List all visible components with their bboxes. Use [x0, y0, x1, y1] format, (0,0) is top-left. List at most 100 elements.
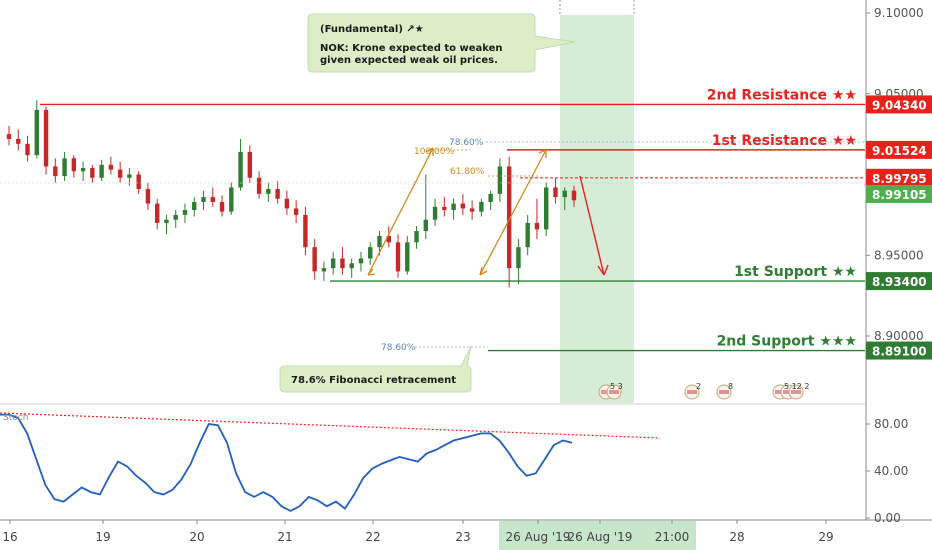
candle	[553, 177, 558, 204]
fib-arrow-tail	[479, 266, 488, 276]
fib-arrow-head	[425, 147, 434, 156]
price-tag-label: 8.99795	[872, 172, 927, 186]
price-tag-label: 8.93400	[872, 275, 927, 289]
level-label: 2nd Support ★★★	[717, 334, 857, 350]
candle-body	[80, 168, 86, 172]
candle-body	[127, 174, 132, 178]
candle	[303, 206, 308, 256]
candle	[80, 161, 86, 181]
candle	[256, 171, 262, 199]
fundamental-note: (Fundamental) ↗★ NOK: Krone expected to w…	[307, 13, 576, 73]
candle-body	[562, 190, 567, 198]
stoch-tick-label: 40.00	[874, 464, 908, 478]
candle-body	[136, 174, 141, 190]
candle	[544, 182, 549, 236]
candle-body	[368, 247, 373, 259]
candle	[516, 239, 521, 285]
fib-arrow-line	[479, 149, 547, 276]
candle	[71, 155, 77, 178]
candle-body	[53, 166, 58, 177]
candle-body	[405, 242, 410, 272]
candle-body	[571, 190, 577, 201]
candle-body	[90, 168, 95, 178]
projection-arrow-head	[597, 264, 609, 276]
time-tick-label: 22	[365, 530, 380, 544]
candle	[497, 158, 503, 202]
candle-body	[395, 242, 401, 272]
time-tick-label: 21	[277, 530, 292, 544]
candle-body	[423, 219, 429, 232]
candle	[90, 164, 95, 183]
candle	[173, 210, 178, 228]
candle-body	[516, 247, 521, 269]
time-tick-label: 26 Aug '19	[568, 530, 633, 544]
candle-body	[525, 222, 530, 248]
fib-arrow-head	[538, 149, 547, 158]
candle	[460, 193, 466, 215]
candle	[108, 156, 114, 175]
candle	[43, 106, 49, 175]
candle-body	[173, 214, 178, 220]
annotations: 2nd Resistance ★★ 1st Resistance ★★ 1st Su…	[279, 13, 865, 400]
event-flag: 2	[684, 382, 701, 400]
candle	[368, 242, 373, 265]
candle	[340, 247, 345, 275]
stochastic-pane: Stoch	[0, 412, 661, 512]
candle	[210, 187, 215, 207]
note-title: (Fundamental) ↗★	[320, 24, 424, 35]
candle	[479, 198, 484, 217]
candle-body	[117, 169, 123, 178]
fib-label: 100.00%	[414, 147, 454, 157]
price-tag	[866, 168, 932, 187]
candle	[247, 145, 253, 183]
candle	[229, 182, 234, 215]
stoch-tick-label: 0.00	[874, 511, 901, 525]
price-tag	[866, 95, 932, 114]
candle-body	[284, 198, 290, 209]
fib-label: 78.60%	[381, 343, 416, 353]
candle-body	[229, 187, 234, 212]
time-tick-label: 28	[729, 530, 744, 544]
candle	[358, 252, 364, 272]
candle	[16, 129, 21, 151]
candle	[136, 171, 141, 194]
candle-body	[182, 210, 188, 215]
candle	[312, 239, 317, 280]
note-line: NOK: Krone expected to weaken	[320, 43, 503, 54]
candle-body	[43, 109, 49, 167]
price-tag-label: 8.99105	[872, 188, 927, 202]
candle-body	[303, 214, 308, 248]
event-flag: 5 12 2	[772, 382, 809, 400]
candle-body	[460, 203, 466, 209]
candle	[154, 198, 160, 230]
time-highlight-zone	[560, 15, 634, 403]
event-flag-icon	[783, 390, 793, 394]
candle-body	[62, 158, 67, 177]
candle-body	[414, 231, 419, 243]
candle-body	[451, 203, 456, 211]
candle-body	[164, 219, 169, 223]
time-tick-label: 26 Aug '19	[506, 530, 571, 544]
candle	[571, 185, 577, 207]
candle	[145, 182, 151, 211]
candle	[34, 100, 39, 159]
candle-body	[321, 268, 327, 272]
candle-body	[99, 164, 104, 178]
note-bubble	[279, 345, 472, 393]
candle-body	[377, 235, 382, 248]
event-flag-icon	[791, 390, 801, 394]
time-tick-label: 23	[455, 530, 470, 544]
fib-arrow-tail	[367, 268, 376, 276]
event-flag-icon	[775, 390, 785, 394]
fib-label: 61.80%	[450, 167, 485, 177]
price-tick-label: 9.10000	[874, 6, 924, 20]
candle-body	[108, 164, 114, 170]
candle	[182, 203, 188, 223]
candle-body	[71, 158, 77, 172]
candle	[451, 198, 456, 220]
candle	[238, 138, 243, 191]
candle-body	[358, 258, 364, 264]
note-bubble	[307, 13, 576, 73]
candle-body	[479, 201, 484, 212]
